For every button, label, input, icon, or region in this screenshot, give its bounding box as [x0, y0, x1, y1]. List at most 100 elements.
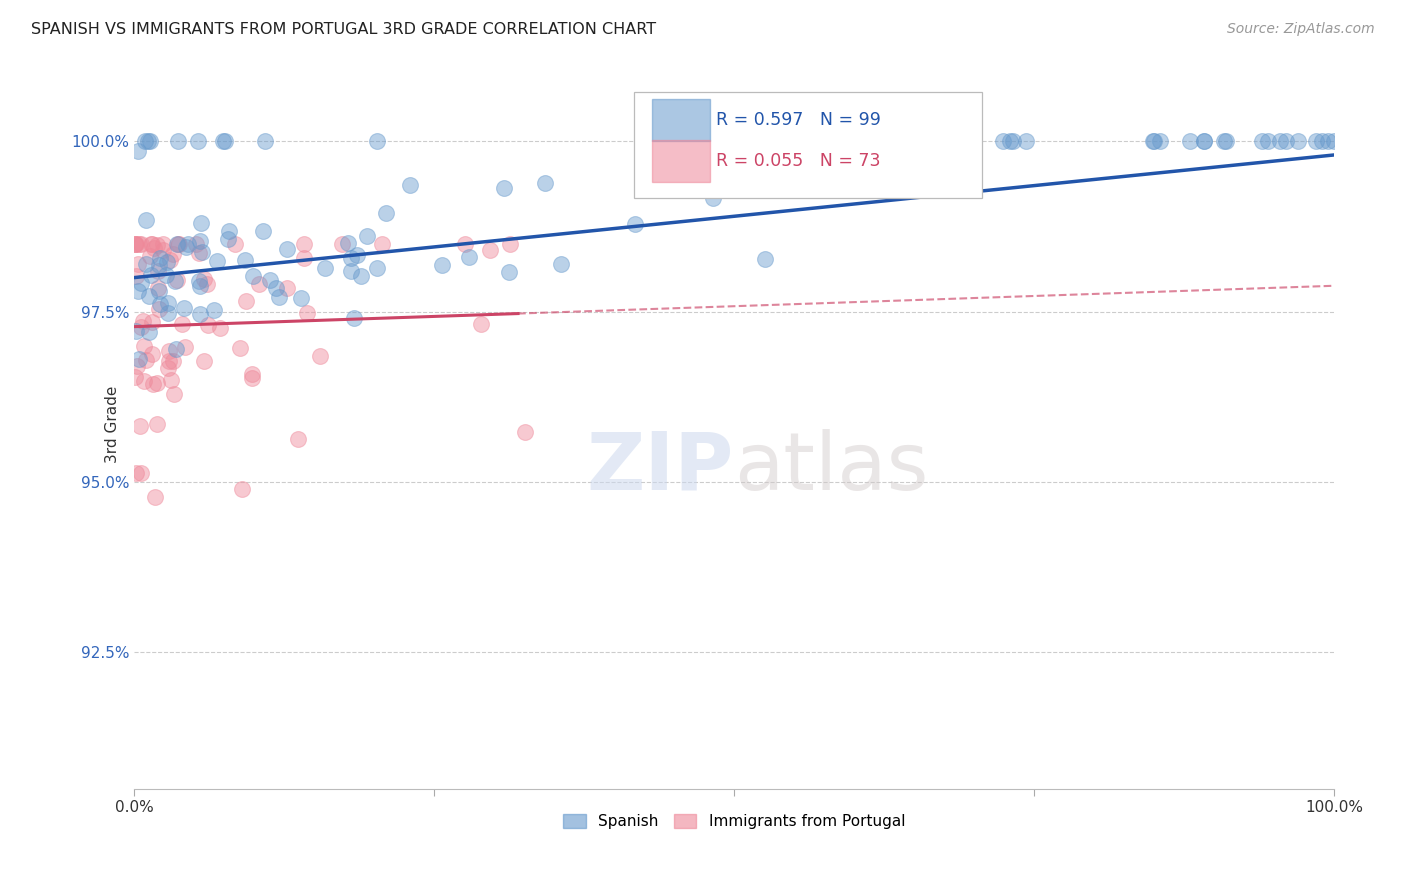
Point: [124, 369, 146, 384]
Point: [873, 134, 896, 148]
Point: [166, 273, 188, 287]
Point: [276, 242, 298, 256]
Point: [187, 274, 209, 288]
Point: [479, 244, 502, 258]
Point: [145, 238, 167, 252]
Point: [1275, 134, 1298, 148]
Point: [139, 236, 162, 251]
Point: [131, 276, 153, 290]
Point: [129, 236, 152, 251]
Point: [898, 134, 921, 148]
Point: [470, 317, 492, 331]
Point: [134, 134, 156, 148]
Point: [247, 277, 270, 291]
Point: [143, 490, 166, 504]
Point: [1286, 134, 1309, 148]
Point: [159, 252, 181, 267]
Point: [623, 217, 645, 231]
Point: [156, 255, 179, 269]
Point: [141, 236, 163, 251]
Point: [129, 466, 152, 480]
Point: [498, 236, 520, 251]
Point: [188, 234, 211, 248]
Point: [267, 290, 290, 304]
Text: R = 0.597   N = 99: R = 0.597 N = 99: [716, 112, 882, 129]
Point: [162, 354, 184, 368]
Point: [998, 134, 1021, 148]
Point: [146, 376, 169, 390]
Point: [128, 352, 150, 367]
Point: [1310, 134, 1333, 148]
Point: [202, 302, 225, 317]
Point: [276, 281, 298, 295]
Point: [837, 134, 859, 148]
Point: [172, 317, 194, 331]
Point: [134, 374, 156, 388]
Point: [1192, 134, 1215, 148]
Point: [343, 310, 366, 325]
Point: [254, 134, 277, 148]
Point: [125, 236, 148, 251]
Point: [149, 297, 172, 311]
Point: [141, 347, 163, 361]
Point: [1323, 134, 1346, 148]
Point: [430, 258, 453, 272]
Point: [127, 284, 149, 298]
Point: [176, 237, 198, 252]
Point: [148, 284, 170, 298]
Point: [141, 315, 163, 329]
Point: [193, 353, 215, 368]
Point: [128, 236, 150, 251]
Point: [1305, 134, 1327, 148]
Point: [1001, 134, 1024, 148]
Point: [156, 296, 179, 310]
Point: [135, 352, 157, 367]
Point: [879, 134, 901, 148]
Point: [148, 264, 170, 278]
Point: [1178, 134, 1201, 148]
Point: [197, 318, 219, 332]
Point: [734, 134, 756, 148]
Point: [264, 281, 287, 295]
Point: [231, 483, 253, 497]
Point: [127, 144, 149, 158]
Point: [124, 324, 146, 338]
Point: [315, 260, 337, 275]
Point: [1213, 134, 1236, 148]
Point: [366, 260, 388, 275]
Point: [184, 236, 207, 251]
Text: SPANISH VS IMMIGRANTS FROM PORTUGAL 3RD GRADE CORRELATION CHART: SPANISH VS IMMIGRANTS FROM PORTUGAL 3RD …: [31, 22, 657, 37]
Point: [195, 277, 218, 291]
Point: [142, 241, 165, 255]
Point: [149, 251, 172, 265]
Point: [125, 269, 148, 284]
Point: [356, 228, 378, 243]
Point: [211, 134, 233, 148]
Point: [146, 281, 169, 295]
Point: [1316, 134, 1339, 148]
Point: [124, 466, 146, 480]
Y-axis label: 3rd Grade: 3rd Grade: [105, 385, 120, 463]
Point: [1143, 134, 1166, 148]
Point: [142, 377, 165, 392]
Point: [188, 245, 211, 260]
Point: [173, 301, 195, 315]
Point: [242, 367, 264, 381]
Point: [190, 216, 212, 230]
Point: [1142, 134, 1164, 148]
Point: [174, 340, 197, 354]
Point: [1215, 134, 1237, 148]
Point: [297, 306, 319, 320]
Point: [1192, 134, 1215, 148]
Point: [224, 236, 246, 251]
Point: [337, 235, 360, 250]
Point: [534, 177, 557, 191]
Point: [1251, 134, 1274, 148]
Point: [163, 274, 186, 288]
Point: [167, 134, 190, 148]
Point: [124, 236, 146, 251]
Point: [1149, 134, 1171, 148]
Point: [233, 252, 256, 267]
Point: [135, 257, 157, 271]
Point: [229, 341, 252, 355]
